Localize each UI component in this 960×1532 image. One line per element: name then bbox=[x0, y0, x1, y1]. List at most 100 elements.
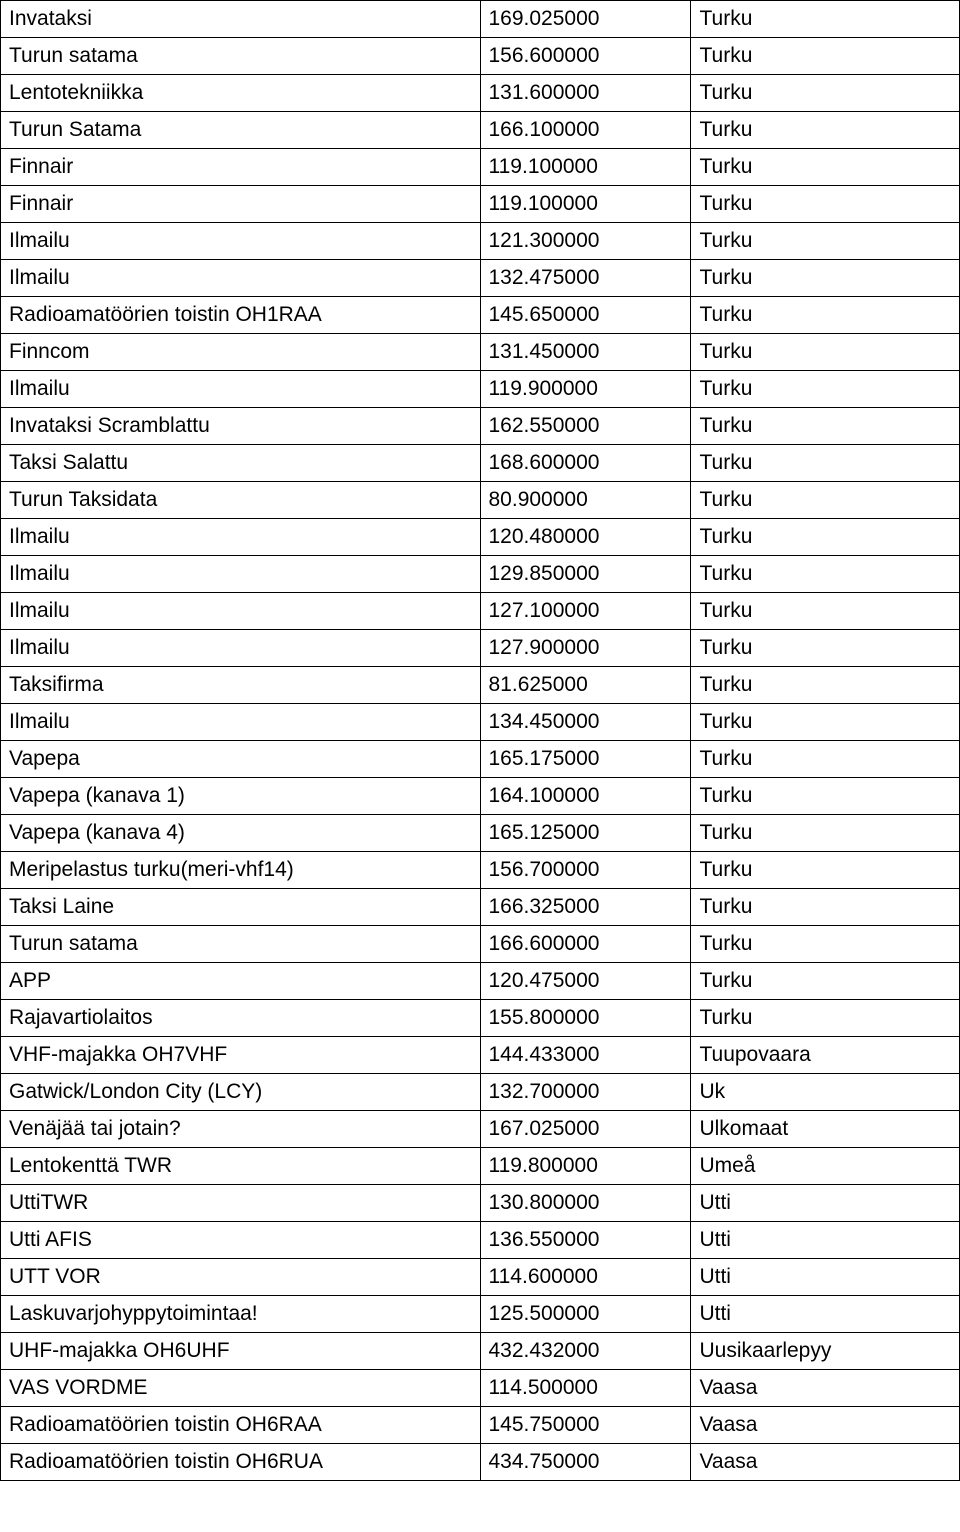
table-cell: UTT VOR bbox=[1, 1259, 481, 1296]
table-row: Vapepa165.175000Turku bbox=[1, 741, 960, 778]
table-cell: Turku bbox=[691, 556, 960, 593]
table-cell: Utti bbox=[691, 1259, 960, 1296]
table-cell: 114.600000 bbox=[480, 1259, 691, 1296]
table-cell: Turku bbox=[691, 297, 960, 334]
table-cell: 119.100000 bbox=[480, 149, 691, 186]
table-cell: 434.750000 bbox=[480, 1444, 691, 1481]
table-row: Ilmailu134.450000Turku bbox=[1, 704, 960, 741]
table-row: Meripelastus turku(meri-vhf14)156.700000… bbox=[1, 852, 960, 889]
table-cell: Turun Satama bbox=[1, 112, 481, 149]
table-cell: Gatwick/London City (LCY) bbox=[1, 1074, 481, 1111]
table-row: Radioamatöörien toistin OH6RAA145.750000… bbox=[1, 1407, 960, 1444]
table-cell: 144.433000 bbox=[480, 1037, 691, 1074]
table-cell: Turku bbox=[691, 334, 960, 371]
table-cell: 165.125000 bbox=[480, 815, 691, 852]
table-cell: Ilmailu bbox=[1, 260, 481, 297]
table-cell: Finnair bbox=[1, 149, 481, 186]
table-cell: 167.025000 bbox=[480, 1111, 691, 1148]
table-cell: Taksi Laine bbox=[1, 889, 481, 926]
table-cell: Utti bbox=[691, 1222, 960, 1259]
table-row: Lentotekniikka131.600000Turku bbox=[1, 75, 960, 112]
table-cell: Turku bbox=[691, 186, 960, 223]
table-cell: 132.475000 bbox=[480, 260, 691, 297]
table-cell: Turku bbox=[691, 1, 960, 38]
table-row: Ilmailu127.900000Turku bbox=[1, 630, 960, 667]
table-row: Taksi Laine166.325000Turku bbox=[1, 889, 960, 926]
table-cell: 131.600000 bbox=[480, 75, 691, 112]
table-cell: Turku bbox=[691, 926, 960, 963]
table-cell: 132.700000 bbox=[480, 1074, 691, 1111]
table-cell: Turun satama bbox=[1, 38, 481, 75]
table-row: UTT VOR114.600000Utti bbox=[1, 1259, 960, 1296]
table-cell: Turku bbox=[691, 704, 960, 741]
table-cell: Ilmailu bbox=[1, 371, 481, 408]
table-row: APP120.475000Turku bbox=[1, 963, 960, 1000]
table-row: Ilmailu132.475000Turku bbox=[1, 260, 960, 297]
table-row: Turun Taksidata80.900000Turku bbox=[1, 482, 960, 519]
table-cell: 166.325000 bbox=[480, 889, 691, 926]
table-row: Taksifirma81.625000Turku bbox=[1, 667, 960, 704]
table-cell: APP bbox=[1, 963, 481, 1000]
table-cell: Turku bbox=[691, 445, 960, 482]
table-cell: Laskuvarjohyppytoimintaa! bbox=[1, 1296, 481, 1333]
table-row: Ilmailu127.100000Turku bbox=[1, 593, 960, 630]
table-cell: Radioamatöörien toistin OH6RUA bbox=[1, 1444, 481, 1481]
table-row: Finnair119.100000Turku bbox=[1, 186, 960, 223]
table-row: Finncom131.450000Turku bbox=[1, 334, 960, 371]
table-cell: Ilmailu bbox=[1, 556, 481, 593]
table-cell: 164.100000 bbox=[480, 778, 691, 815]
table-row: Ilmailu119.900000Turku bbox=[1, 371, 960, 408]
table-row: VAS VORDME114.500000Vaasa bbox=[1, 1370, 960, 1407]
table-cell: VHF-majakka OH7VHF bbox=[1, 1037, 481, 1074]
table-cell: Invataksi Scramblattu bbox=[1, 408, 481, 445]
table-row: Taksi Salattu168.600000Turku bbox=[1, 445, 960, 482]
table-cell: Ilmailu bbox=[1, 593, 481, 630]
table-cell: Vapepa bbox=[1, 741, 481, 778]
table-row: Turun satama156.600000Turku bbox=[1, 38, 960, 75]
table-cell: Utti AFIS bbox=[1, 1222, 481, 1259]
table-cell: Turku bbox=[691, 38, 960, 75]
table-cell: 119.100000 bbox=[480, 186, 691, 223]
table-cell: 145.650000 bbox=[480, 297, 691, 334]
table-cell: 166.100000 bbox=[480, 112, 691, 149]
table-cell: 136.550000 bbox=[480, 1222, 691, 1259]
table-row: Turun satama166.600000Turku bbox=[1, 926, 960, 963]
table-row: Vapepa (kanava 1)164.100000Turku bbox=[1, 778, 960, 815]
table-cell: Turku bbox=[691, 75, 960, 112]
table-cell: Radioamatöörien toistin OH6RAA bbox=[1, 1407, 481, 1444]
table-cell: Turku bbox=[691, 408, 960, 445]
table-cell: Ilmailu bbox=[1, 519, 481, 556]
table-cell: 125.500000 bbox=[480, 1296, 691, 1333]
table-cell: 155.800000 bbox=[480, 1000, 691, 1037]
table-row: Gatwick/London City (LCY)132.700000Uk bbox=[1, 1074, 960, 1111]
table-cell: Turku bbox=[691, 630, 960, 667]
table-row: Finnair119.100000Turku bbox=[1, 149, 960, 186]
table-cell: 156.700000 bbox=[480, 852, 691, 889]
table-cell: Taksi Salattu bbox=[1, 445, 481, 482]
table-cell: 81.625000 bbox=[480, 667, 691, 704]
table-cell: 166.600000 bbox=[480, 926, 691, 963]
table-cell: UttiTWR bbox=[1, 1185, 481, 1222]
table-cell: Venäjää tai jotain? bbox=[1, 1111, 481, 1148]
table-cell: UHF-majakka OH6UHF bbox=[1, 1333, 481, 1370]
table-row: Utti AFIS136.550000Utti bbox=[1, 1222, 960, 1259]
table-row: Turun Satama166.100000Turku bbox=[1, 112, 960, 149]
table-cell: 120.480000 bbox=[480, 519, 691, 556]
table-cell: Turun Taksidata bbox=[1, 482, 481, 519]
table-row: VHF-majakka OH7VHF144.433000Tuupovaara bbox=[1, 1037, 960, 1074]
table-cell: Lentotekniikka bbox=[1, 75, 481, 112]
table-cell: Ilmailu bbox=[1, 704, 481, 741]
table-cell: Turku bbox=[691, 519, 960, 556]
table-cell: Turku bbox=[691, 741, 960, 778]
table-cell: Vaasa bbox=[691, 1370, 960, 1407]
table-row: Ilmailu121.300000Turku bbox=[1, 223, 960, 260]
table-row: Invataksi Scramblattu162.550000Turku bbox=[1, 408, 960, 445]
table-cell: Invataksi bbox=[1, 1, 481, 38]
table-cell: Turku bbox=[691, 149, 960, 186]
table-cell: Uusikaarlepyy bbox=[691, 1333, 960, 1370]
table-cell: 169.025000 bbox=[480, 1, 691, 38]
table-cell: Vapepa (kanava 4) bbox=[1, 815, 481, 852]
table-cell: Turku bbox=[691, 112, 960, 149]
table-cell: Rajavartiolaitos bbox=[1, 1000, 481, 1037]
table-cell: 80.900000 bbox=[480, 482, 691, 519]
